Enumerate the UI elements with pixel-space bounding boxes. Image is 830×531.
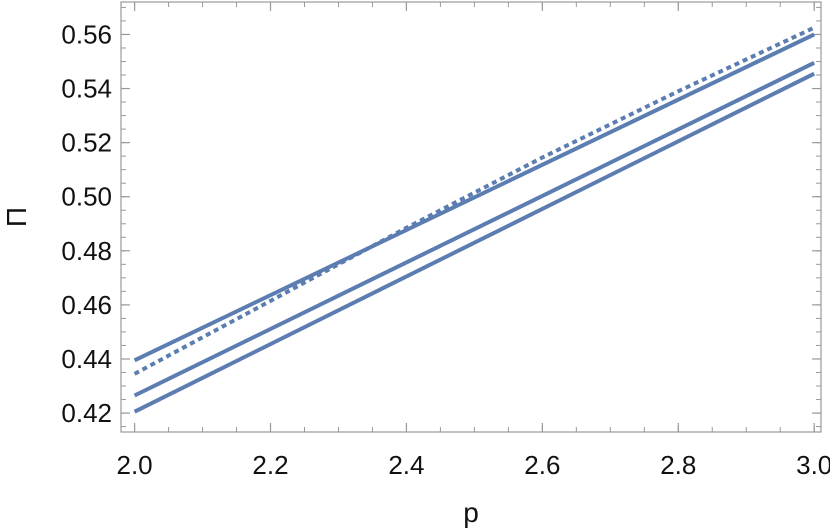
x-tick-label: 3.0 xyxy=(796,450,830,480)
x-axis-label: p xyxy=(463,497,479,528)
x-tick-label: 2.2 xyxy=(252,450,288,480)
x-axis: 2.0 2.2 2.4 2.6 2.8 3.0 xyxy=(117,2,830,480)
x-tick-label: 2.4 xyxy=(388,450,424,480)
y-tick-label: 0.46 xyxy=(61,290,112,320)
y-tick-label: 0.50 xyxy=(61,182,112,212)
y-tick-label: 0.52 xyxy=(61,128,112,158)
plot-frame xyxy=(120,1,822,433)
y-tick-label: 0.42 xyxy=(61,398,112,428)
x-tick-label: 2.8 xyxy=(660,450,696,480)
y-tick-label: 0.48 xyxy=(61,236,112,266)
x-tick-label: 2.6 xyxy=(524,450,560,480)
series-layer xyxy=(133,25,816,414)
y-tick-label: 0.56 xyxy=(61,19,112,49)
series-line-dotted xyxy=(133,25,816,376)
y-axis: 0.42 0.44 0.46 0.48 0.50 0.52 0.54 0.56 xyxy=(61,6,821,428)
x-tick-label: 2.0 xyxy=(117,450,153,480)
y-tick-label: 0.54 xyxy=(61,74,112,104)
y-axis-label: Π xyxy=(1,207,32,227)
series-line-1 xyxy=(133,32,816,363)
y-tick-label: 0.44 xyxy=(61,344,112,374)
series-line-2 xyxy=(133,61,816,398)
series-line-3 xyxy=(133,71,816,414)
